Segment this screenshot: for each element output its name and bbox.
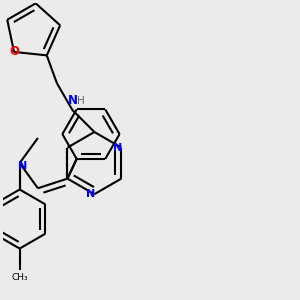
Text: H: H [77, 96, 85, 106]
Text: N: N [18, 161, 27, 171]
Text: N: N [113, 142, 122, 152]
Text: N: N [68, 94, 77, 107]
Text: CH₃: CH₃ [11, 273, 28, 282]
Text: O: O [9, 45, 19, 58]
Text: N: N [86, 189, 95, 199]
